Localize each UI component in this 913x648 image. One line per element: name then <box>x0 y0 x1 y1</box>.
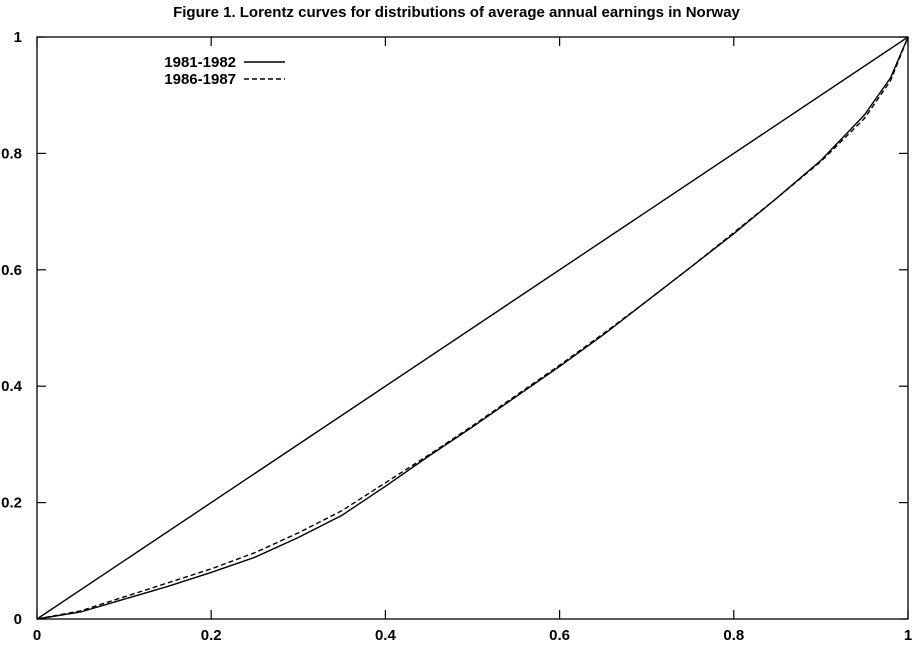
x-tick-label: 0 <box>33 627 41 644</box>
x-tick-label: 0.2 <box>201 627 222 644</box>
legend-label: 1981-1982 <box>164 54 236 71</box>
x-axis-ticks: 0 0.2 0.4 0.6 0.8 1 <box>33 37 912 644</box>
y-axis-ticks: 0 0.2 0.4 0.6 0.8 1 <box>1 29 908 628</box>
x-tick-label: 0.6 <box>549 627 570 644</box>
y-tick-label: 0.2 <box>1 495 22 512</box>
plot-frame <box>36 36 909 620</box>
y-tick-label: 0.8 <box>1 145 22 162</box>
chart-title: Figure 1. Lorentz curves for distributio… <box>173 4 740 21</box>
equality-line <box>36 36 909 620</box>
x-tick-label: 0.4 <box>375 627 397 644</box>
y-tick-label: 0.4 <box>1 378 23 395</box>
x-tick-label: 1 <box>904 627 912 644</box>
x-tick-label: 0.8 <box>723 627 744 644</box>
y-tick-label: 0.6 <box>1 262 22 279</box>
legend-label: 1986-1987 <box>164 71 236 88</box>
y-tick-label: 1 <box>14 29 22 46</box>
series-layer <box>36 36 909 620</box>
series-line-1986-1987 <box>36 36 909 620</box>
y-tick-label: 0 <box>14 611 22 628</box>
